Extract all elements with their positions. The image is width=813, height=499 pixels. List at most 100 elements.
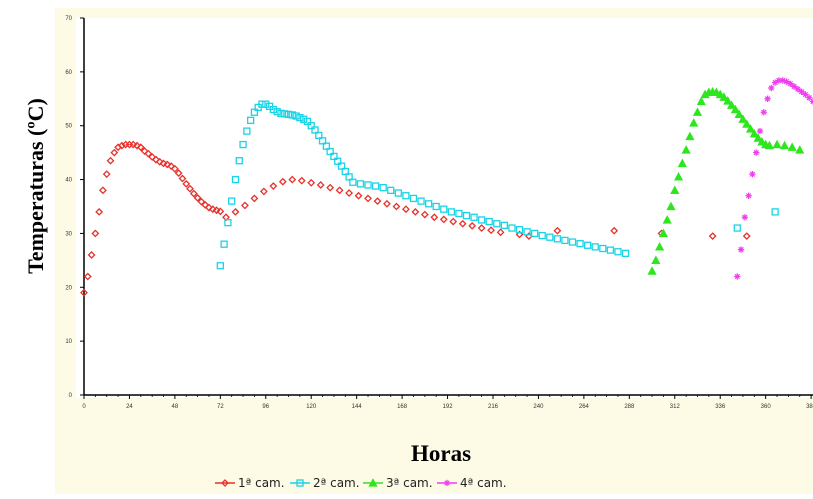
data-point <box>174 169 183 178</box>
data-point <box>752 149 760 156</box>
data-point <box>269 105 278 114</box>
data-point <box>231 175 240 184</box>
data-point <box>216 207 225 216</box>
data-point <box>614 248 622 256</box>
data-point <box>733 224 741 232</box>
x-tick-label: 384 <box>806 404 813 410</box>
data-point <box>723 96 733 105</box>
data-point <box>241 201 249 210</box>
x-tick-label: 144 <box>352 404 363 410</box>
data-point <box>546 233 554 241</box>
data-point <box>136 143 145 152</box>
plot-area <box>76 18 813 398</box>
data-point <box>201 200 210 209</box>
data-point <box>193 193 202 202</box>
data-point <box>341 167 349 176</box>
data-point <box>273 108 281 116</box>
data-point <box>87 251 96 259</box>
data-point <box>806 94 813 101</box>
legend-marker <box>296 479 304 487</box>
data-point <box>508 224 516 232</box>
data-point <box>322 142 331 150</box>
data-point <box>334 157 342 165</box>
data-point <box>182 179 191 188</box>
data-point <box>140 147 149 155</box>
data-point <box>500 221 509 230</box>
data-point <box>515 230 524 239</box>
data-point <box>371 182 380 190</box>
data-point <box>553 226 562 235</box>
data-point <box>296 113 304 122</box>
data-point <box>760 109 767 116</box>
data-point <box>790 83 798 90</box>
x-tick-label: 264 <box>579 404 590 410</box>
data-point <box>281 110 289 118</box>
data-point <box>493 220 501 228</box>
data-point <box>771 208 779 216</box>
data-point <box>515 226 524 234</box>
data-point <box>658 228 669 238</box>
data-point <box>430 213 439 222</box>
data-point <box>318 137 327 145</box>
data-point <box>186 184 194 193</box>
series-4 <box>734 77 813 280</box>
y-tick-label: 30 <box>65 231 72 237</box>
legend: 1ª cam. 2ª cam. 3ª cam. 4ª cam. <box>215 476 507 490</box>
x-tick-label: 240 <box>533 404 544 410</box>
x-tick-label: 96 <box>262 404 269 410</box>
data-point <box>666 201 676 211</box>
data-point <box>470 213 478 221</box>
data-point <box>278 177 287 186</box>
data-point <box>148 153 157 161</box>
data-point <box>772 139 782 149</box>
data-point <box>726 100 737 109</box>
data-point <box>383 199 391 208</box>
data-point <box>250 194 259 203</box>
data-point <box>591 243 599 251</box>
data-point <box>462 212 471 220</box>
data-point <box>144 149 153 158</box>
x-tick-label: 24 <box>126 404 133 410</box>
data-point <box>447 208 455 216</box>
data-point <box>373 197 382 206</box>
data-point <box>670 185 680 194</box>
data-point <box>205 203 213 212</box>
data-point <box>485 217 493 226</box>
data-point <box>167 162 176 171</box>
legend-item: 3ª cam. <box>363 476 433 490</box>
data-point <box>364 181 372 189</box>
y-axis-title: Temperaturas (ºC) <box>23 98 48 274</box>
data-point <box>337 162 346 170</box>
data-point <box>708 232 717 241</box>
legend-item: 1ª cam. <box>215 476 285 490</box>
data-point <box>303 117 312 126</box>
x-tick-label: 312 <box>670 404 681 410</box>
x-tick-label: 360 <box>761 404 772 410</box>
data-point <box>170 164 179 173</box>
data-point <box>335 186 344 195</box>
data-point <box>392 202 401 211</box>
data-point <box>599 244 607 253</box>
x-tick-label: 120 <box>306 404 317 410</box>
data-point <box>83 272 92 281</box>
data-point <box>681 145 691 154</box>
data-point <box>197 197 206 206</box>
data-point <box>326 183 335 192</box>
data-point <box>106 156 115 165</box>
data-point <box>243 127 251 135</box>
data-point <box>402 192 410 200</box>
data-point <box>80 288 88 297</box>
data-point <box>561 236 569 245</box>
data-point <box>364 194 372 203</box>
data-point <box>102 170 111 179</box>
data-point <box>606 246 615 254</box>
legend-label: 2ª cam. <box>313 476 360 490</box>
data-point <box>299 115 308 123</box>
data-point <box>677 158 687 168</box>
data-point <box>231 207 240 216</box>
data-point <box>719 92 729 101</box>
data-point <box>673 172 684 181</box>
data-point <box>764 140 775 150</box>
data-point <box>738 114 748 123</box>
